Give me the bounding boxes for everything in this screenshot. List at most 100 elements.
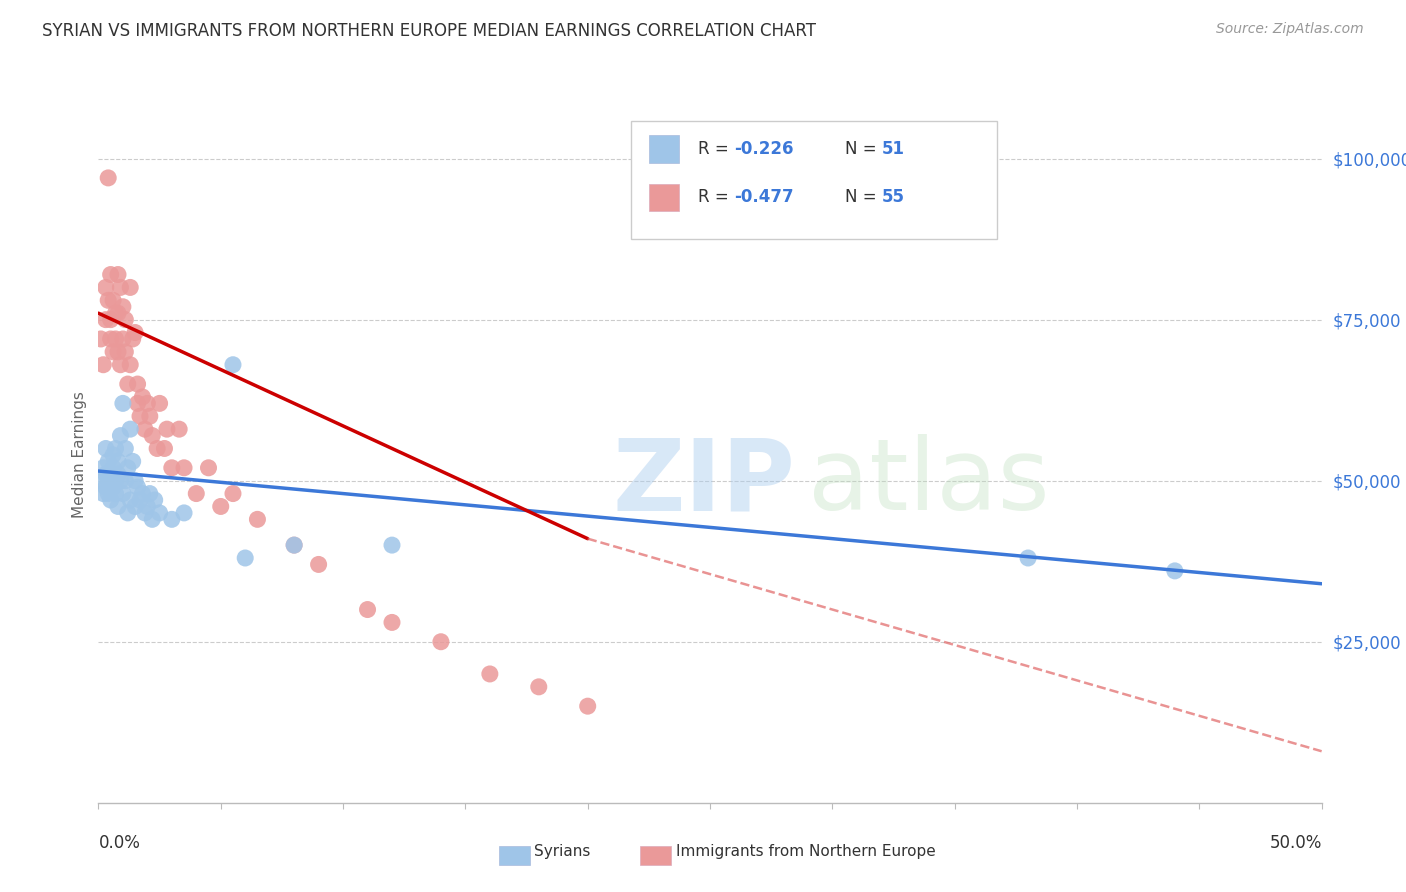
Point <box>146 442 169 456</box>
Point <box>167 422 190 436</box>
Point <box>121 332 143 346</box>
Point <box>136 500 159 514</box>
Point <box>117 506 139 520</box>
Text: 51: 51 <box>882 140 904 158</box>
Text: N =: N = <box>845 188 882 206</box>
Point <box>222 486 245 500</box>
Text: ZIP: ZIP <box>612 434 794 532</box>
Point <box>107 454 129 468</box>
Point <box>149 506 172 520</box>
Point <box>233 551 256 566</box>
Text: Syrians: Syrians <box>534 845 591 859</box>
Point <box>1017 551 1039 566</box>
Point <box>90 474 112 488</box>
Point <box>110 474 132 488</box>
Point <box>100 493 122 508</box>
Point <box>100 474 122 488</box>
Point <box>139 486 162 500</box>
Point <box>209 500 232 514</box>
Point <box>141 428 163 442</box>
Point <box>131 486 153 500</box>
Point <box>97 486 120 500</box>
Point <box>478 667 501 681</box>
Point <box>381 538 404 552</box>
Point <box>97 293 120 308</box>
Point <box>97 474 120 488</box>
Point <box>91 486 114 500</box>
Text: -0.226: -0.226 <box>734 140 794 158</box>
Point <box>308 558 330 572</box>
Point <box>90 332 112 346</box>
Point <box>104 474 127 488</box>
FancyBboxPatch shape <box>648 135 679 162</box>
Point <box>94 442 117 456</box>
Point <box>114 474 136 488</box>
Point <box>110 280 132 294</box>
Point <box>100 268 122 282</box>
FancyBboxPatch shape <box>648 184 679 211</box>
Text: -0.477: -0.477 <box>734 188 794 206</box>
Point <box>576 699 599 714</box>
Point <box>197 460 219 475</box>
Point <box>124 474 146 488</box>
Point <box>101 448 124 462</box>
Point <box>283 538 305 552</box>
Point <box>160 512 183 526</box>
Point <box>100 467 122 482</box>
Point <box>124 326 146 340</box>
Point <box>101 460 124 475</box>
FancyBboxPatch shape <box>630 121 997 239</box>
Text: R =: R = <box>697 188 734 206</box>
Point <box>153 442 176 456</box>
Point <box>94 467 117 482</box>
Point <box>107 467 129 482</box>
Point <box>104 332 127 346</box>
Point <box>101 344 124 359</box>
Point <box>134 506 156 520</box>
Point <box>430 634 453 648</box>
Point <box>139 409 162 424</box>
Point <box>127 396 149 410</box>
Point <box>120 280 142 294</box>
Point <box>97 170 120 185</box>
Text: N =: N = <box>845 140 882 158</box>
Point <box>173 506 195 520</box>
Point <box>149 396 172 410</box>
Point <box>114 312 136 326</box>
Point <box>91 460 114 475</box>
Point <box>107 306 129 320</box>
Point <box>100 332 122 346</box>
Point <box>101 480 124 494</box>
Point <box>129 409 152 424</box>
Point <box>173 460 195 475</box>
Point <box>111 486 134 500</box>
Point <box>110 428 132 442</box>
Point <box>94 312 117 326</box>
Point <box>131 390 153 404</box>
Point <box>111 300 134 314</box>
Point <box>124 500 146 514</box>
Y-axis label: Median Earnings: Median Earnings <box>72 392 87 518</box>
Point <box>134 422 156 436</box>
Point <box>117 377 139 392</box>
Point <box>129 493 152 508</box>
Point <box>121 454 143 468</box>
Point <box>114 442 136 456</box>
Point <box>100 312 122 326</box>
Point <box>94 480 117 494</box>
Point <box>107 500 129 514</box>
Point <box>110 358 132 372</box>
Point <box>114 344 136 359</box>
Point <box>107 268 129 282</box>
Point <box>222 358 245 372</box>
Point <box>101 293 124 308</box>
Text: 0.0%: 0.0% <box>98 834 141 852</box>
Point <box>107 344 129 359</box>
Point <box>381 615 404 630</box>
Text: Immigrants from Northern Europe: Immigrants from Northern Europe <box>676 845 936 859</box>
Point <box>246 512 269 526</box>
Point <box>160 460 183 475</box>
Point <box>104 306 127 320</box>
Point <box>283 538 305 552</box>
Point <box>136 396 159 410</box>
